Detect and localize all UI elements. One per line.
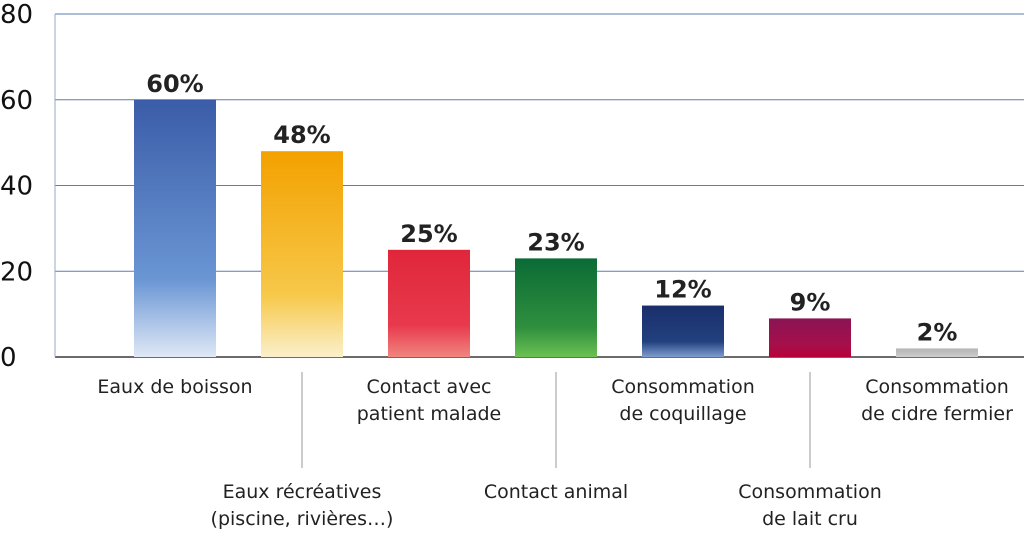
- category-label: Eaux de boisson: [97, 376, 252, 398]
- data-label: 12%: [654, 276, 711, 304]
- category-label: Contact animal: [484, 481, 628, 503]
- data-label: 23%: [527, 228, 584, 256]
- category-label: Consommation de lait cru: [738, 481, 882, 530]
- y-tick-label: 0: [0, 343, 17, 373]
- bar: [261, 151, 343, 357]
- bar: [896, 348, 978, 357]
- category-labels: Eaux de boisson Eaux récréatives (piscine,…: [97, 372, 1013, 530]
- bar: [134, 99, 216, 357]
- data-label: 25%: [400, 220, 457, 248]
- category-label: Consommation de coquillage: [611, 376, 755, 425]
- bar: [515, 258, 597, 357]
- bar: [769, 318, 851, 357]
- data-label: 48%: [273, 121, 330, 149]
- data-label: 60%: [146, 70, 203, 98]
- y-tick-label: 60: [0, 86, 33, 116]
- y-tick-label: 40: [0, 172, 33, 202]
- y-tick-label: 20: [0, 257, 33, 287]
- category-label: Contact avec patient malade: [357, 376, 501, 425]
- category-label: Eaux récréatives (piscine, rivières…): [211, 481, 394, 530]
- data-label: 9%: [790, 288, 831, 316]
- data-label: 2%: [917, 318, 958, 346]
- bar: [642, 305, 724, 357]
- category-label: Consommation de cidre fermier: [861, 376, 1013, 425]
- y-tick-label: 80: [0, 0, 33, 30]
- data-labels: 60% 48% 25% 23% 12% 9% 2%: [146, 70, 957, 347]
- bars: [134, 99, 978, 357]
- bar: [388, 249, 470, 357]
- y-axis: 0 20 40 60 80: [0, 0, 56, 373]
